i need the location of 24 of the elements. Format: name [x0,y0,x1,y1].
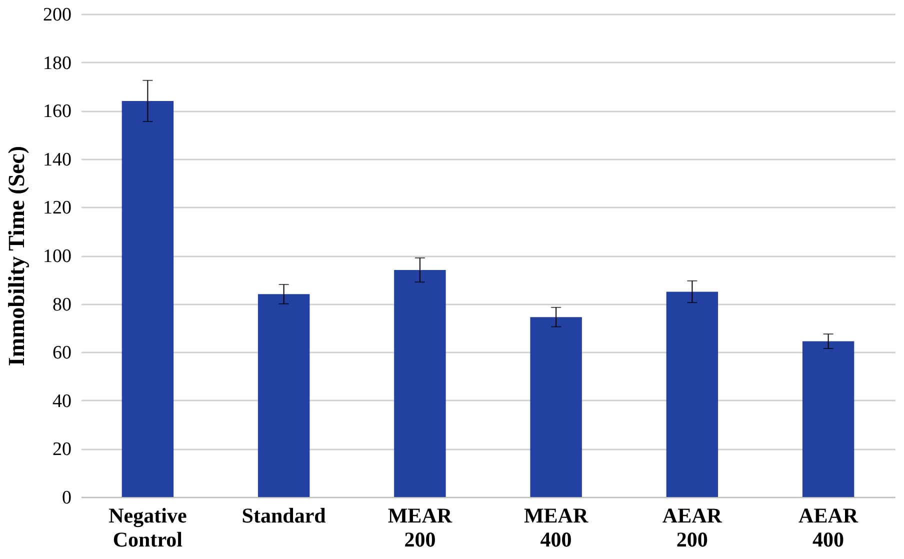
y-tick-label: 0 [62,488,72,508]
x-tick-label: MEAR 200 [388,504,453,552]
x-tick-label: AEAR 200 [662,504,723,552]
y-axis-title: Immobility Time (Sec) [4,146,29,366]
bar [258,294,310,497]
y-tick-label: 200 [43,4,72,26]
bar [122,100,174,497]
y-tick-label: 120 [43,198,72,219]
y-tick-label: 80 [52,294,72,316]
x-tick-label: Negative Control [108,504,187,552]
bar [394,270,446,497]
bar [802,341,854,497]
bar [530,317,582,497]
bar [666,292,718,497]
y-tick-label: 100 [43,246,72,267]
y-tick-label: 40 [52,390,72,412]
y-tick-label: 140 [43,149,72,170]
y-tick-label: 180 [43,52,72,74]
x-tick-label: AEAR 400 [798,504,859,552]
y-tick-label: 20 [52,439,72,460]
y-tick-label: 60 [52,342,72,364]
y-tick-label: 160 [43,101,72,122]
x-tick-label: Standard [242,504,326,528]
x-tick-label: MEAR 400 [524,504,589,552]
